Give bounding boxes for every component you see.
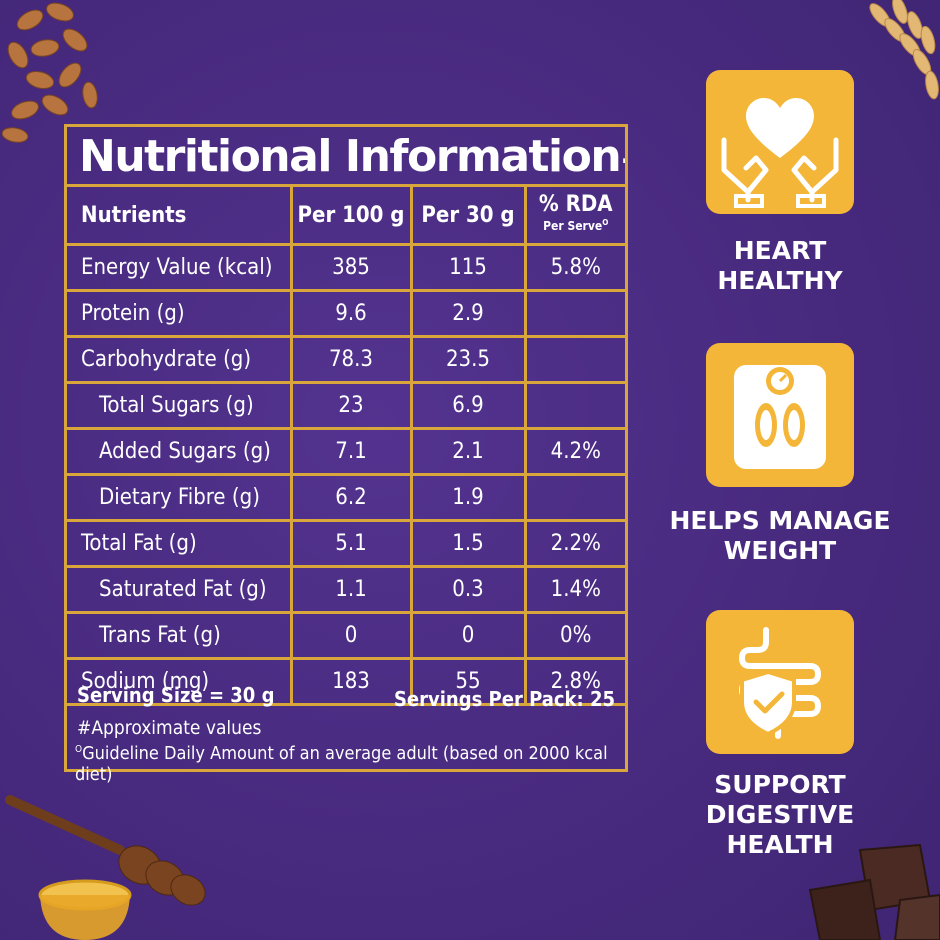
value-per-100g: 0 [289,611,413,660]
value-per-100g: 183 [289,657,413,706]
table-row: Carbohydrate (g) 78.3 23.5 [67,335,625,384]
badge-line1: HEART [733,236,827,265]
honey-dipper-image [5,795,206,940]
value-per-100g: 78.3 [289,335,413,384]
table-row: Saturated Fat (g) 1.1 0.3 1.4% [67,565,625,614]
gda-mark: O [75,744,83,755]
header-nutrients: Nutrients [67,187,293,246]
badge-line1: SUPPORT [714,770,846,799]
nutrition-table: Nutrients Per 100 g Per 30 g % RDA Per S… [67,187,625,706]
almonds-image [1,2,98,143]
nutrition-panel: Nutritional Information# Nutrients Per 1… [64,124,628,785]
value-per-30g: 6.9 [409,381,527,430]
table-row: Added Sugars (g) 7.1 2.1 4.2% [67,427,625,476]
table-header-row: Nutrients Per 100 g Per 30 g % RDA Per S… [67,187,625,246]
table-row: Dietary Fibre (g) 6.2 1.9 [67,473,625,522]
value-per-100g: 385 [289,243,413,292]
gda-note: OGuideline Daily Amount of an average ad… [75,743,615,785]
value-per-30g: 2.9 [409,289,527,338]
value-per-30g: 1.9 [409,473,527,522]
value-per-30g: 1.5 [409,519,527,568]
value-per-30g: 2.1 [409,427,527,476]
badge-line2: DIGESTIVE HEALTH [705,800,855,859]
table-row: Total Sugars (g) 23 6.9 [67,381,625,430]
approx-note: #Approximate values [77,717,262,739]
badge-line2: WEIGHT [723,536,837,565]
gda-note-text: Guideline Daily Amount of an average adu… [75,743,608,785]
header-rda-sub: Per Serve [543,218,603,233]
value-per-100g: 9.6 [289,289,413,338]
heart-healthy-badge [706,70,854,214]
weighing-scale-icon [734,365,826,469]
nutrient-name: Carbohydrate (g) [67,335,293,384]
value-rda [523,381,625,430]
servings-per-pack: Servings Per Pack: 25 [393,687,615,711]
wheat-image [869,0,939,100]
value-rda: 2.8% [523,657,625,706]
table-row: Total Fat (g) 5.1 1.5 2.2% [67,519,625,568]
value-per-100g: 5.1 [289,519,413,568]
weight-label: HELPS MANAGE WEIGHT [650,506,910,566]
panel-title: Nutritional Information# [67,127,625,187]
serving-size: Serving Size = 30 g [77,683,275,707]
value-per-30g: 0.3 [409,565,527,614]
nutrient-name: Total Fat (g) [67,519,293,568]
table-row: Sodium (mg) 183 55 2.8% [67,657,625,706]
nutrient-name: Added Sugars (g) [67,427,293,476]
value-per-30g: 0 [409,611,527,660]
header-rda-label: % RDA [538,191,613,217]
nutrient-name: Energy Value (kcal) [67,243,293,292]
badge-line1: HELPS MANAGE [669,506,891,535]
table-row: Energy Value (kcal) 385 115 5.8% [67,243,625,292]
nutrient-name: Dietary Fibre (g) [67,473,293,522]
header-per-100g: Per 100 g [289,187,413,246]
value-per-30g: 23.5 [409,335,527,384]
header-rda: % RDA Per ServeO [523,187,625,246]
rda-mark: O [602,217,609,227]
value-rda [523,289,625,338]
nutrient-name: Saturated Fat (g) [67,565,293,614]
heart-healthy-label: HEART HEALTHY [650,236,910,296]
value-per-100g: 6.2 [289,473,413,522]
value-rda: 5.8% [523,243,625,292]
nutrient-name: Protein (g) [67,289,293,338]
nutrient-name: Sodium (mg) [67,657,293,706]
badge-line2: HEALTHY [717,266,843,295]
chocolate-image [808,843,940,940]
nutrient-name: Trans Fat (g) [67,611,293,660]
value-per-100g: 23 [289,381,413,430]
value-per-100g: 7.1 [289,427,413,476]
value-rda: 1.4% [523,565,625,614]
header-per-30g: Per 30 g [409,187,527,246]
value-per-100g: 1.1 [289,565,413,614]
value-per-30g: 115 [409,243,527,292]
value-rda [523,473,625,522]
value-rda: 0% [523,611,625,660]
digestive-label: SUPPORT DIGESTIVE HEALTH [650,770,910,860]
value-per-30g: 55 [409,657,527,706]
weight-badge [706,343,854,487]
table-row: Trans Fat (g) 0 0 0% [67,611,625,660]
nutrient-name: Total Sugars (g) [67,381,293,430]
table-row: Protein (g) 9.6 2.9 [67,289,625,338]
digestive-shield-icon [738,627,822,739]
heart-hands-icon [721,98,839,208]
value-rda [523,335,625,384]
digestive-badge [706,610,854,754]
value-rda: 2.2% [523,519,625,568]
value-rda: 4.2% [523,427,625,476]
